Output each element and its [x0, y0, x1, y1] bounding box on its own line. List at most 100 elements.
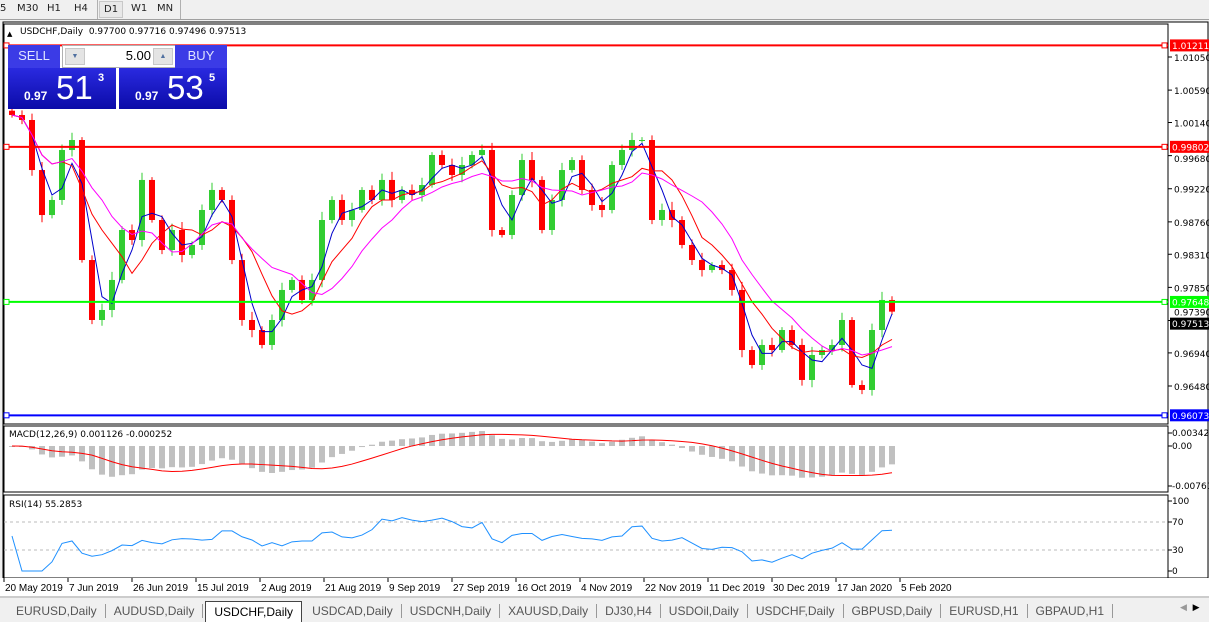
- price-axis-label: 0.98760: [1174, 219, 1209, 229]
- candle-body: [849, 319, 855, 386]
- candle-body: [599, 205, 605, 210]
- one-click-trading-panel: SELL ▼ 5.00 ▲ BUY 0.97 51 3 0.97 53 5: [8, 45, 227, 109]
- tf-d1[interactable]: D1: [99, 1, 124, 18]
- macd-histogram-bar: [499, 438, 505, 446]
- sell-price[interactable]: 0.97 51 3: [8, 68, 116, 109]
- macd-histogram-bar: [189, 446, 195, 467]
- price-axis-label: 0.98310: [1174, 251, 1209, 261]
- scroll-right-icon[interactable]: ▶: [1192, 603, 1200, 613]
- tf-m5[interactable]: 5: [0, 3, 7, 14]
- macd-histogram-bar: [299, 446, 305, 470]
- macd-histogram-bar: [179, 446, 185, 468]
- lot-stepper[interactable]: ▼ 5.00 ▲: [62, 45, 176, 68]
- tab-gbpusd-daily[interactable]: GBPUSD,Daily: [844, 604, 942, 618]
- tab-usdoil-daily[interactable]: USDOil,Daily: [661, 604, 748, 618]
- tab-usdcnh-daily[interactable]: USDCNH,Daily: [402, 604, 501, 618]
- candle-body: [459, 164, 465, 175]
- macd-histogram-bar: [419, 437, 425, 446]
- moving-average-line: [11, 114, 893, 359]
- tf-mn[interactable]: MN: [157, 3, 174, 14]
- tf-h4[interactable]: H4: [74, 3, 88, 14]
- collapse-arrow-icon: ▲: [7, 30, 13, 38]
- macd-histogram-bar: [349, 446, 355, 451]
- macd-histogram-bar: [169, 446, 175, 468]
- buy-price[interactable]: 0.97 53 5: [119, 68, 227, 109]
- macd-histogram-bar: [289, 446, 295, 471]
- tab-dj30-h4[interactable]: DJ30,H4: [597, 604, 661, 618]
- candle-body: [259, 330, 265, 345]
- tab-eurusd-daily[interactable]: EURUSD,Daily: [8, 604, 106, 618]
- candle-body: [9, 110, 15, 116]
- candle-body: [649, 140, 655, 220]
- tab-audusd-daily[interactable]: AUDUSD,Daily: [106, 604, 204, 618]
- candle-body: [149, 179, 155, 220]
- sell-button[interactable]: SELL: [8, 45, 60, 69]
- line-handle: [1161, 42, 1168, 49]
- line-handle: [3, 298, 10, 305]
- candle-body: [199, 209, 205, 245]
- macd-histogram-bar: [589, 441, 595, 446]
- scroll-left-icon[interactable]: ◀: [1180, 603, 1187, 613]
- tf-h1[interactable]: H1: [47, 3, 61, 14]
- decrease-lot-icon[interactable]: ▼: [65, 48, 85, 65]
- lot-input[interactable]: 5.00: [125, 48, 151, 63]
- candle-body: [479, 150, 485, 155]
- macd-histogram-bar: [819, 446, 825, 477]
- tf-m30[interactable]: M30: [17, 3, 39, 14]
- candle-body: [269, 319, 275, 345]
- ohlc-label: 0.97700 0.97716 0.97496 0.97513: [88, 27, 247, 37]
- macd-histogram-bar: [699, 446, 705, 455]
- rsi-axis-label: 0: [1172, 567, 1178, 577]
- date-axis-label: 21 Aug 2019: [325, 583, 382, 594]
- candle-body: [659, 209, 665, 220]
- candle-body: [49, 199, 55, 216]
- macd-histogram-bar: [159, 446, 165, 469]
- tab-usdchf-daily[interactable]: USDCHF,Daily: [748, 604, 844, 618]
- price-tag: [1170, 295, 1209, 308]
- candle-body: [719, 264, 725, 271]
- macd-histogram-bar: [369, 444, 375, 446]
- candle-body: [249, 319, 255, 331]
- date-axis-label: 22 Nov 2019: [645, 583, 702, 594]
- macd-histogram-bar: [259, 446, 265, 472]
- macd-histogram-bar: [669, 444, 675, 446]
- buy-button[interactable]: BUY: [175, 45, 227, 69]
- increase-lot-icon[interactable]: ▲: [153, 48, 173, 65]
- macd-histogram-bar: [69, 446, 75, 456]
- macd-signal-line: [11, 433, 893, 477]
- macd-histogram-bar: [739, 446, 745, 467]
- date-axis-label: 27 Sep 2019: [453, 583, 510, 594]
- timeframe-toolbar: 5 M30 H1 H4 D1 W1 MN: [0, 0, 1209, 20]
- price-axis-label: 0.97390: [1174, 309, 1209, 319]
- date-axis-label: 15 Jul 2019: [197, 583, 249, 594]
- date-axis-label: 16 Oct 2019: [517, 583, 572, 594]
- candle-body: [549, 199, 555, 231]
- macd-histogram-bar: [339, 446, 345, 454]
- candle-body: [159, 219, 165, 251]
- candle-body: [69, 140, 75, 151]
- line-handle: [1161, 298, 1168, 305]
- macd-histogram-bar: [789, 446, 795, 476]
- macd-histogram-bar: [869, 446, 875, 472]
- date-axis-label: 26 Jun 2019: [133, 583, 188, 594]
- candle-body: [559, 170, 565, 200]
- macd-histogram-bar: [249, 446, 255, 469]
- macd-histogram-bar: [839, 446, 845, 473]
- tab-eurusd-h1[interactable]: EURUSD,H1: [941, 604, 1028, 618]
- candle-body: [739, 289, 745, 351]
- date-axis-label: 17 Jan 2020: [837, 583, 892, 594]
- macd-histogram-bar: [89, 446, 95, 470]
- tab-xauusd-daily[interactable]: XAUUSD,Daily: [500, 604, 598, 618]
- tab-gbpaud-h1[interactable]: GBPAUD,H1: [1028, 604, 1114, 618]
- tab-scroll-arrows[interactable]: ◀ ▶: [1180, 603, 1200, 613]
- tf-w1[interactable]: W1: [131, 3, 148, 14]
- candle-body: [509, 195, 515, 235]
- candle-body: [359, 189, 365, 210]
- date-axis-label: 4 Nov 2019: [581, 583, 633, 594]
- candle-body: [369, 189, 375, 200]
- macd-histogram-bar: [449, 433, 455, 446]
- candle-body: [319, 219, 325, 280]
- tab-usdchf-daily[interactable]: USDCHF,Daily: [205, 600, 303, 622]
- date-axis-label: 20 May 2019: [5, 583, 63, 594]
- tab-usdcad-daily[interactable]: USDCAD,Daily: [304, 604, 402, 618]
